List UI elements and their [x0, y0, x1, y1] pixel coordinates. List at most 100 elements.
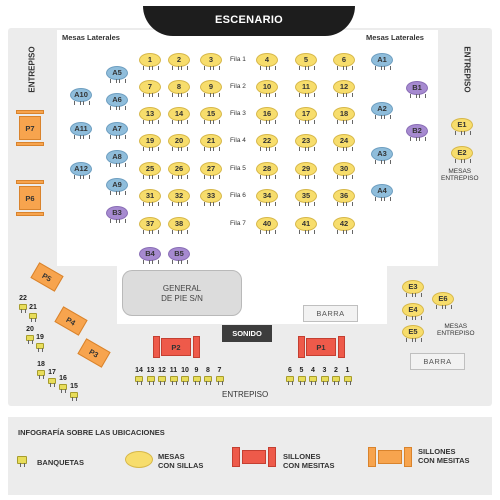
banqueta-21[interactable] [29, 313, 37, 322]
mesa-18[interactable]: 18 [333, 107, 355, 124]
mesa-26[interactable]: 26 [168, 162, 190, 179]
banqueta-20[interactable] [26, 335, 34, 344]
mesa-3[interactable]: 3 [200, 53, 222, 70]
mesa-38[interactable]: 38 [168, 217, 190, 234]
banqueta-1[interactable] [343, 376, 352, 385]
mesa-41[interactable]: 41 [295, 217, 317, 234]
banqueta-22[interactable] [19, 304, 27, 313]
banqueta-14[interactable] [135, 376, 143, 385]
banqueta-8[interactable] [204, 376, 212, 385]
banqueta-10[interactable] [181, 376, 189, 385]
lateral-A12[interactable]: A12 [70, 162, 92, 179]
table-leg [419, 137, 420, 141]
banqueta-15[interactable] [70, 392, 78, 401]
table-leg [412, 316, 413, 320]
vip-B2[interactable]: B2 [406, 124, 428, 141]
mesa-24[interactable]: 24 [333, 134, 355, 151]
banqueta-7[interactable] [215, 376, 224, 385]
mesa-14[interactable]: 14 [168, 107, 190, 124]
banqueta-16[interactable] [59, 384, 67, 393]
lateral-A1[interactable]: A1 [371, 53, 393, 70]
mesa-36[interactable]: 36 [333, 189, 355, 206]
vip-B4[interactable]: B4 [139, 247, 161, 264]
mesa-28[interactable]: 28 [256, 162, 278, 179]
banqueta-4[interactable] [309, 376, 317, 385]
vip-B3[interactable]: B3 [106, 206, 128, 223]
mesa-1[interactable]: 1 [139, 53, 161, 70]
banqueta-2[interactable] [332, 376, 340, 385]
mesa-32[interactable]: 32 [168, 189, 190, 206]
mesa-40[interactable]: 40 [256, 217, 278, 234]
mesa-25[interactable]: 25 [139, 162, 161, 179]
mesa-35[interactable]: 35 [295, 189, 317, 206]
mesa-21[interactable]: 21 [200, 134, 222, 151]
mesa-22[interactable]: 22 [256, 134, 278, 151]
entrepiso-E3[interactable]: E3 [402, 280, 424, 297]
banqueta-3[interactable] [320, 376, 329, 385]
lateral-A8[interactable]: A8 [106, 150, 128, 167]
lateral-A10[interactable]: A10 [70, 88, 92, 105]
mesa-19[interactable]: 19 [139, 134, 161, 151]
lateral-A5[interactable]: A5 [106, 66, 128, 83]
mesa-34[interactable]: 34 [256, 189, 278, 206]
sofa-P6[interactable]: P6 [19, 186, 41, 210]
mesa-31[interactable]: 31 [139, 189, 161, 206]
sofa-P2[interactable]: P2 [161, 338, 191, 356]
table-leg [110, 135, 111, 139]
mesa-42[interactable]: 42 [333, 217, 355, 234]
mesa-33[interactable]: 33 [200, 189, 222, 206]
banqueta-12[interactable] [158, 376, 166, 385]
entrepiso-E5[interactable]: E5 [402, 325, 424, 342]
mesa-2[interactable]: 2 [168, 53, 190, 70]
banqueta-13[interactable] [146, 376, 155, 385]
mesa-8[interactable]: 8 [168, 80, 190, 97]
entrepiso-E6[interactable]: E6 [432, 292, 454, 309]
mesa-5[interactable]: 5 [295, 53, 317, 70]
entrepiso-E4[interactable]: E4 [402, 303, 424, 320]
table-leg [308, 230, 309, 234]
vip-B5[interactable]: B5 [168, 247, 190, 264]
mesa-30[interactable]: 30 [333, 162, 355, 179]
banqueta-6[interactable] [286, 376, 294, 385]
mesa-15[interactable]: 15 [200, 107, 222, 124]
mesa-37[interactable]: 37 [139, 217, 161, 234]
lateral-A4[interactable]: A4 [371, 184, 393, 201]
sofa-P1[interactable]: P1 [306, 338, 336, 356]
entrepiso-E1[interactable]: E1 [451, 118, 473, 135]
mesa-17[interactable]: 17 [295, 107, 317, 124]
table-leg [314, 230, 315, 234]
banqueta-5[interactable] [297, 376, 306, 385]
vip-B1[interactable]: B1 [406, 81, 428, 98]
lateral-A2[interactable]: A2 [371, 102, 393, 119]
mesa-4[interactable]: 4 [256, 53, 278, 70]
sofa-P7[interactable]: P7 [19, 116, 41, 140]
mesa-16[interactable]: 16 [256, 107, 278, 124]
banqueta-9[interactable] [192, 376, 201, 385]
banqueta-18[interactable] [37, 370, 45, 379]
banqueta-19[interactable] [36, 343, 44, 352]
mesa-10[interactable]: 10 [256, 80, 278, 97]
mesa-20[interactable]: 20 [168, 134, 190, 151]
mesa-9[interactable]: 9 [200, 80, 222, 97]
mesa-11[interactable]: 11 [295, 80, 317, 97]
mesa-6[interactable]: 6 [333, 53, 355, 70]
mesa-27[interactable]: 27 [200, 162, 222, 179]
banqueta-11[interactable] [169, 376, 178, 385]
lateral-A6[interactable]: A6 [106, 93, 128, 110]
mesa-23[interactable]: 23 [295, 134, 317, 151]
mesa-7[interactable]: 7 [139, 80, 161, 97]
table-leg [204, 175, 205, 179]
lateral-A9[interactable]: A9 [106, 178, 128, 195]
stool-leg [315, 381, 316, 385]
lateral-A7[interactable]: A7 [106, 122, 128, 139]
mesa-13[interactable]: 13 [139, 107, 161, 124]
lateral-A3[interactable]: A3 [371, 147, 393, 164]
table-leg [266, 66, 267, 70]
lateral-A11[interactable]: A11 [70, 122, 92, 139]
general-standing-area[interactable]: GENERAL DE PIE S/N [122, 270, 242, 316]
mesa-12[interactable]: 12 [333, 80, 355, 97]
banqueta-17[interactable] [48, 378, 56, 387]
entrepiso-E2[interactable]: E2 [451, 146, 473, 163]
table-leg [152, 120, 153, 124]
mesa-29[interactable]: 29 [295, 162, 317, 179]
